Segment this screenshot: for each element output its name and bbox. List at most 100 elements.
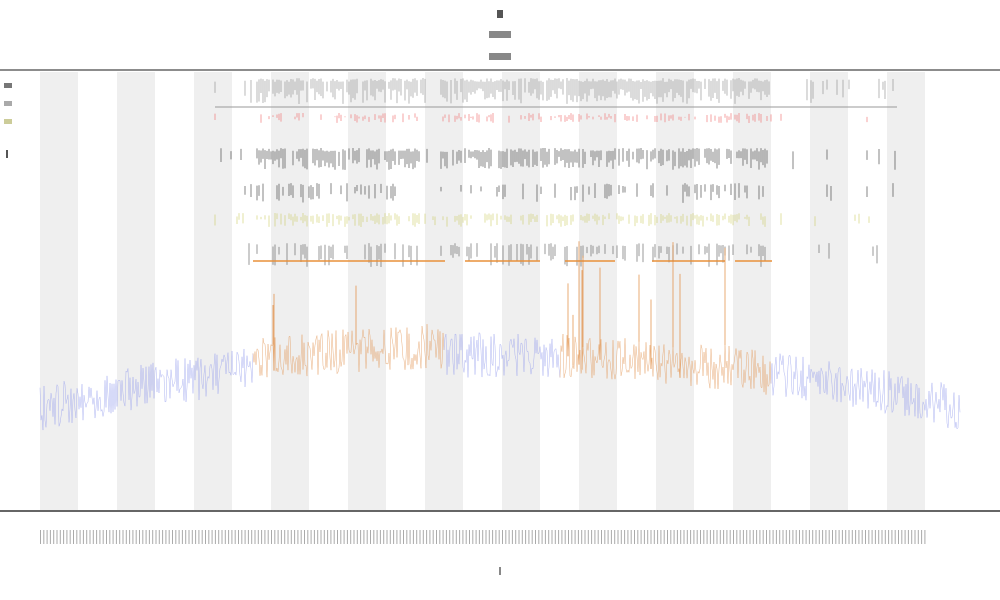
trace-segment [375, 351, 378, 362]
trace-segment [156, 378, 159, 393]
trace-segment [137, 381, 140, 398]
trace-segment [238, 361, 241, 376]
trace-segment [718, 354, 721, 370]
x-tick-label-block [515, 530, 517, 544]
trace-segment [522, 354, 525, 372]
x-tick-label-block [152, 530, 154, 544]
trace-segment [724, 345, 727, 369]
trace-segment [195, 360, 198, 371]
x-tick-label-block [601, 530, 602, 544]
x-tick-label-block [445, 530, 447, 544]
trace-segment [410, 357, 413, 370]
trace-segment [546, 350, 549, 377]
x-tick-label-block [383, 530, 385, 544]
trace-segment [262, 338, 265, 344]
trace-segment [551, 338, 554, 368]
x-tick-label-block [799, 530, 800, 544]
trace-segment [244, 371, 247, 387]
trace-segment [939, 382, 942, 413]
trace-segment [274, 337, 277, 372]
trace-segment [529, 363, 532, 375]
trace-segment [898, 383, 901, 394]
trace-segment [663, 344, 666, 371]
trace-segment [709, 348, 712, 389]
x-tick-label-block [713, 530, 715, 544]
x-tick-label-block [871, 530, 873, 544]
trace-segment [607, 359, 610, 363]
trace-segment [667, 350, 670, 364]
x-tick-label-block [597, 530, 599, 544]
subtitle-block [489, 31, 511, 38]
x-tick-label-block [736, 530, 738, 544]
x-tick-label-block [317, 530, 319, 544]
trace-segment [580, 369, 583, 374]
x-tick-label-block [191, 530, 193, 544]
trace-segment [254, 351, 257, 365]
trace-segment [813, 371, 816, 375]
trace-segment [626, 370, 629, 373]
x-tick-label-block [106, 530, 107, 544]
trace-segment [78, 396, 81, 410]
trace-segment [255, 348, 258, 365]
trace-segment [105, 375, 108, 408]
trace-segment [56, 384, 59, 387]
trace-segment [821, 370, 824, 375]
x-tick-label-block [561, 530, 563, 544]
trace-segment [751, 349, 754, 359]
trace-segment [162, 375, 165, 377]
trace-segment [871, 369, 874, 384]
trace-segment [712, 362, 715, 380]
trace-segment [874, 372, 877, 407]
trace-segment [432, 334, 435, 340]
trace-segment [332, 350, 335, 368]
trace-segment [122, 393, 125, 404]
x-tick-label-block [832, 530, 833, 544]
trace-segment [46, 399, 49, 405]
trace-segment [48, 399, 51, 411]
trace-segment [828, 361, 831, 371]
x-tick-label-block [241, 530, 243, 544]
x-tick-label-block [591, 530, 593, 544]
trace-segment [216, 354, 219, 394]
trace-segment [308, 345, 311, 349]
trace-segment [841, 382, 844, 386]
trace-segment [148, 366, 151, 398]
trace-segment [608, 359, 611, 362]
x-tick-label-block [525, 530, 527, 544]
trace-segment [242, 348, 245, 369]
trace-segment [119, 380, 122, 401]
trace-segment [703, 352, 706, 364]
trace-segment [331, 333, 334, 351]
trace-segment [593, 356, 596, 376]
column-band [40, 72, 78, 510]
x-tick-label-block [406, 530, 408, 544]
trace-segment [208, 365, 211, 379]
trace-segment [644, 342, 647, 374]
trace-segment [746, 351, 749, 355]
x-tick-label-block [587, 530, 589, 544]
x-tick-label-block [455, 530, 457, 544]
trace-segment [810, 368, 813, 372]
trace-segment [158, 369, 161, 393]
trace-segment [145, 366, 148, 404]
trace-segment [499, 343, 502, 346]
trace-segment [120, 380, 123, 401]
trace-segment [795, 356, 798, 371]
trace-segment [152, 362, 155, 399]
trace-segment [565, 335, 568, 370]
trace-segment [701, 348, 704, 376]
trace-segment [157, 378, 160, 394]
trace-segment [406, 327, 409, 366]
trace-segment [461, 334, 464, 368]
x-tick-label-block [739, 530, 741, 544]
x-tick-label-block [822, 530, 824, 544]
x-tick-label-block [224, 530, 226, 544]
trace-segment [519, 342, 522, 355]
trace-segment [128, 377, 131, 400]
trace-segment [223, 354, 226, 358]
x-tick-label-block [244, 530, 246, 544]
trace-segment [534, 337, 537, 354]
trace-segment [352, 344, 355, 355]
trace-segment [240, 356, 243, 382]
trace-segment [473, 336, 476, 375]
